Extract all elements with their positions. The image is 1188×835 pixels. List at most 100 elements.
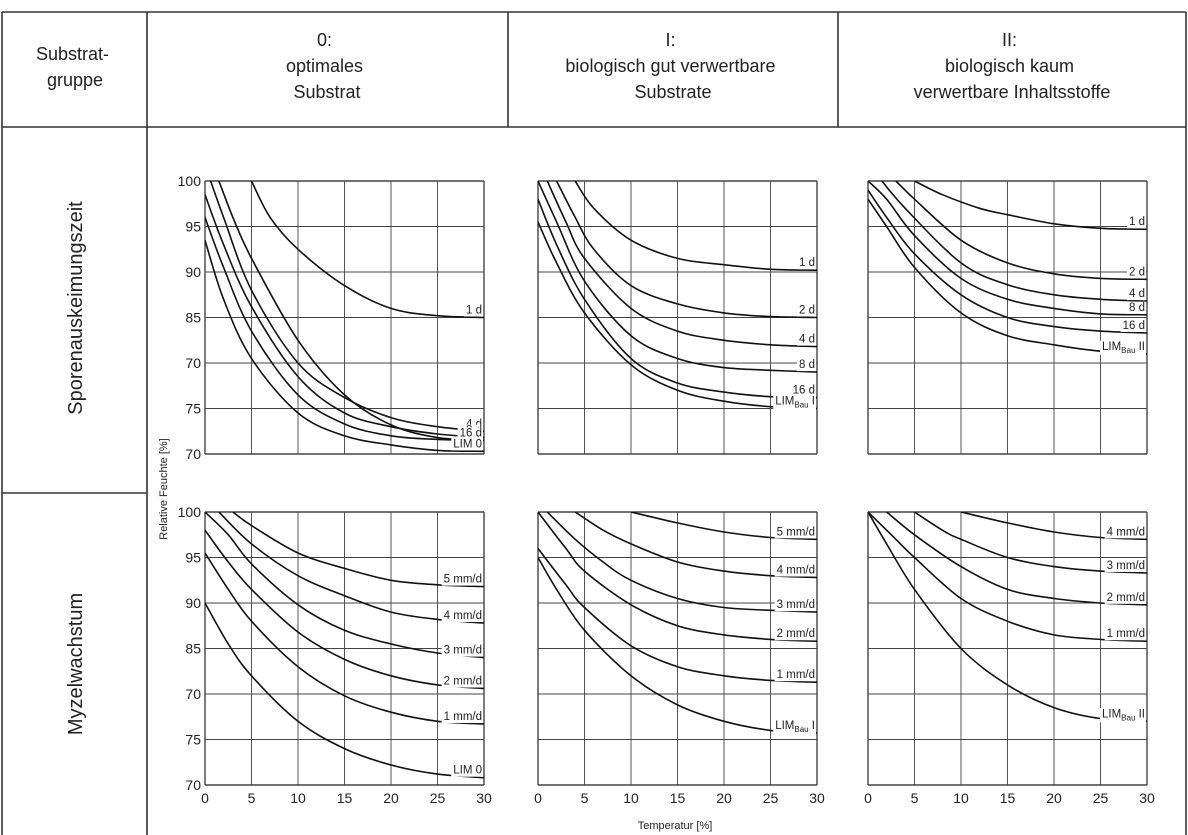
y-tick-label: 100 [178, 173, 202, 189]
series-label: 16 d [793, 385, 815, 397]
series-line [914, 181, 1147, 230]
y-tick-label: 90 [185, 264, 201, 280]
series-line [205, 217, 484, 442]
series-label: 4 mm/d [444, 610, 482, 622]
x-tick-label: 10 [290, 790, 306, 806]
series-label-bg [1100, 340, 1146, 355]
corner-label-line-1: Substrat- [36, 44, 109, 64]
series-line [546, 181, 817, 348]
y-tick-label: 75 [185, 732, 201, 748]
x-tick-label: 20 [1046, 790, 1062, 806]
x-tick-label: 30 [1139, 790, 1155, 806]
series-label-bg [1104, 526, 1146, 539]
series-line [250, 181, 484, 319]
panel-1-1: 0 5 10 15 20 25 30 5 mm/d 4 mm/d 3 mm/d 2 mm/d 1 mm… [534, 511, 825, 806]
series-label: 2 d [1129, 266, 1145, 278]
series-line [538, 557, 817, 734]
corner-label: Substrat- gruppe [36, 44, 114, 90]
series-label-bg [441, 573, 483, 586]
series-label: LIMBau II [1102, 708, 1145, 722]
panel-0-2: 1 d 2 d 4 d 8 d 16 d LIMBau II [867, 180, 1148, 455]
y-tick-label: 70 [185, 355, 201, 371]
series-label-bg [1104, 628, 1146, 641]
x-tick-label: 25 [1093, 790, 1109, 806]
series-label-bg [441, 675, 483, 688]
y-tick-label: 70 [185, 686, 201, 702]
series-line [205, 602, 484, 779]
series-label: 1 mm/d [1107, 628, 1145, 640]
x-tick-label: 15 [1000, 790, 1016, 806]
series-label-bg [1100, 708, 1146, 723]
column-header-2: II: biologisch kaum verwertbare Inhaltss… [914, 30, 1111, 102]
x-tick-label: 20 [716, 790, 732, 806]
series-line [960, 512, 1147, 541]
column-header-2-line-3: verwertbare Inhaltsstoffe [914, 82, 1111, 102]
series-label-bg [451, 764, 483, 777]
series-label: 4 d [799, 334, 815, 346]
series-label-bg [457, 427, 483, 440]
series-label: 1 mm/d [444, 711, 482, 723]
series-label: 3 mm/d [444, 645, 482, 657]
x-tick-label: 15 [337, 790, 353, 806]
series-label-bg [774, 526, 816, 539]
y-tick-label: 100 [178, 504, 202, 520]
series-line [232, 512, 484, 588]
panel-1-2: 0 5 10 15 20 25 30 4 mm/d 3 mm/d 2 mm/d 1 mm/d LIMB… [864, 511, 1155, 806]
y-tick-label: 85 [185, 310, 201, 326]
x-tick-label: 15 [670, 790, 686, 806]
x-tick-label: 30 [809, 790, 825, 806]
series-line [538, 221, 817, 410]
series-line [538, 198, 817, 399]
series-line [218, 181, 484, 442]
series-label: 5 mm/d [777, 526, 815, 538]
series-line [914, 512, 1147, 574]
series-line [555, 181, 817, 319]
series-line [868, 512, 1147, 723]
series-label: 8 d [1129, 302, 1145, 314]
series-line [546, 512, 817, 613]
series-label: 16 d [1123, 320, 1145, 332]
series-label-bg [441, 711, 483, 724]
series-label-bg [773, 720, 816, 735]
series-label-bg [1127, 301, 1146, 314]
series-label: 2 mm/d [777, 628, 815, 640]
series-label: LIMBau I [775, 720, 815, 734]
series-label-bg [1127, 266, 1146, 279]
table-frame [1, 11, 1187, 835]
series-label: 3 mm/d [777, 599, 815, 611]
series-line [205, 512, 484, 659]
x-tick-label: 20 [383, 790, 399, 806]
x-tick-label: 0 [534, 790, 542, 806]
x-tick-label: 5 [911, 790, 919, 806]
series-line [205, 529, 484, 690]
series-label: LIMBau I [775, 396, 815, 410]
row-label-mycel: Myzelwachstum [65, 593, 87, 735]
x-tick-label: 25 [763, 790, 779, 806]
series-label-bg [1120, 319, 1146, 332]
x-axis-label: Temperatur [%] [638, 820, 713, 832]
series-label-bg [464, 304, 483, 317]
series-label-bg [797, 304, 816, 317]
series-line [886, 512, 1147, 606]
series-label: 1 mm/d [777, 669, 815, 681]
series-label: LIMBau II [1102, 341, 1145, 355]
series-label-bg [774, 599, 816, 612]
series-label: 4 mm/d [777, 565, 815, 577]
series-label: 2 mm/d [1107, 592, 1145, 604]
corner-label-line-2: gruppe [47, 70, 103, 90]
series-line [218, 512, 484, 624]
series-label-bg [1127, 216, 1146, 229]
series-line [209, 181, 484, 433]
series-line [205, 194, 484, 439]
series-label: 4 d [1129, 288, 1145, 300]
y-tick-label: 70 [185, 777, 201, 793]
column-header-1-line-1: I: [665, 30, 675, 50]
series-label-bg [451, 438, 483, 451]
series-line [205, 552, 484, 725]
series-label-bg [797, 359, 816, 372]
series-label-bg [1127, 288, 1146, 301]
